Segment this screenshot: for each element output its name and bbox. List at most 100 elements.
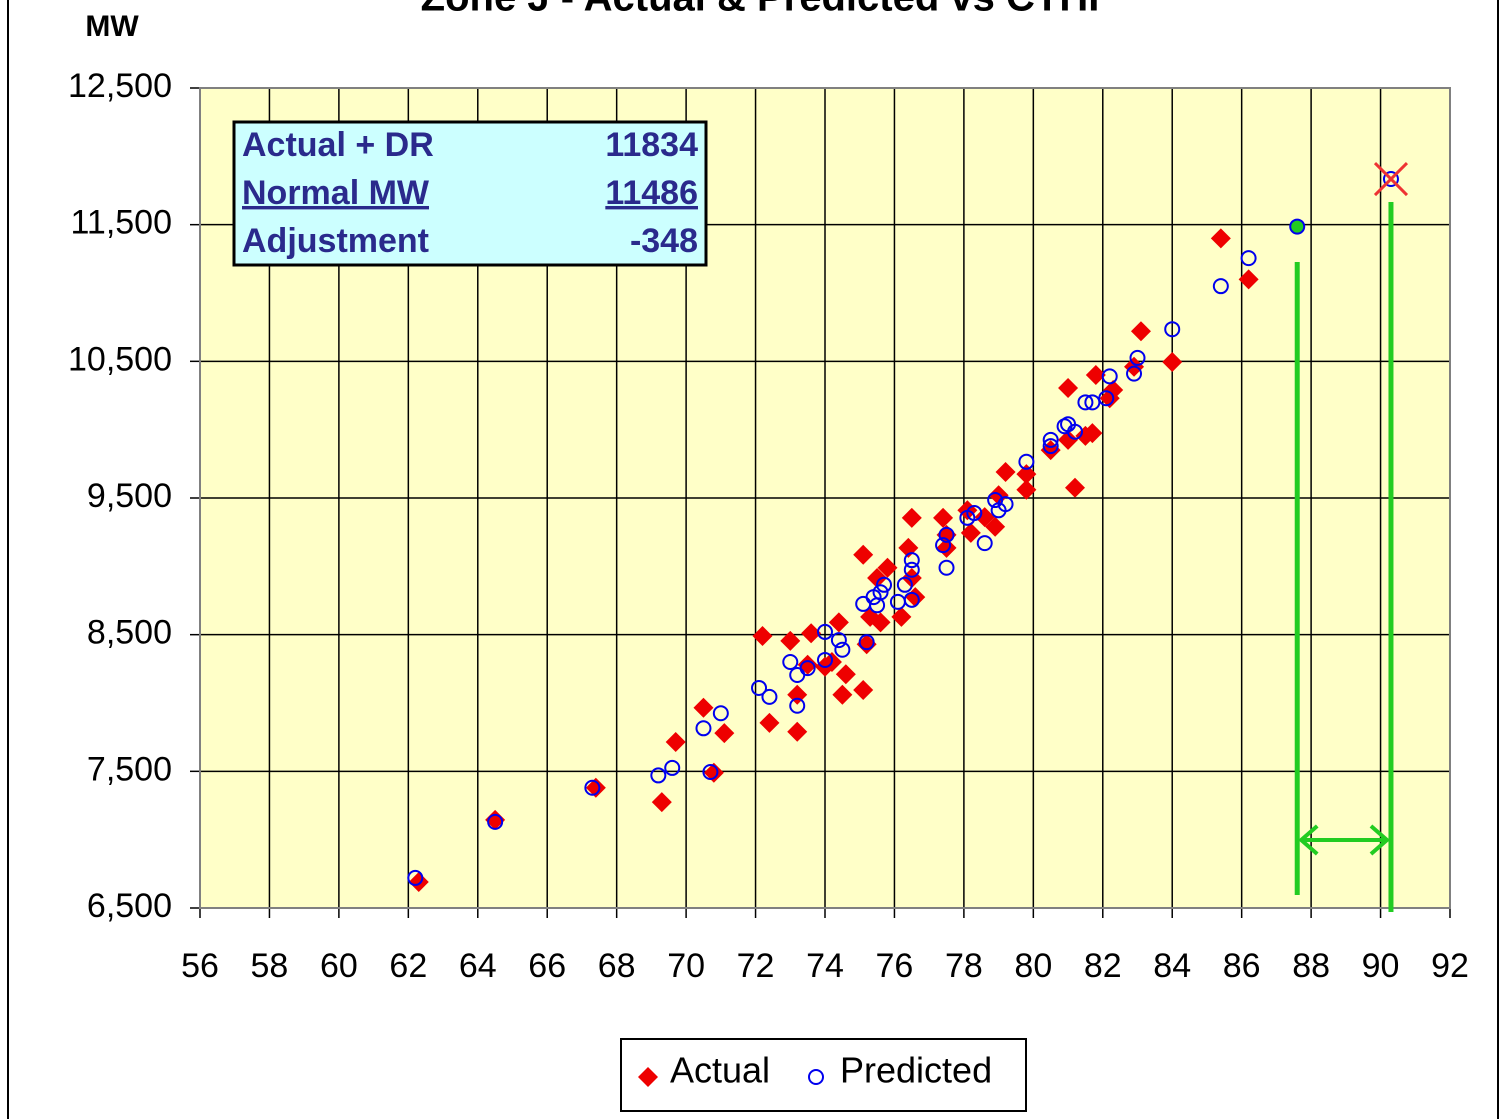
actual-point <box>985 516 1006 537</box>
predicted-point <box>817 623 833 640</box>
actual-point <box>780 630 801 651</box>
actual-point <box>801 623 822 644</box>
actual-point <box>1162 352 1183 373</box>
x-tick-label: 78 <box>945 947 983 985</box>
predicted-point <box>789 697 806 714</box>
predicted-point <box>830 632 847 649</box>
info-value: 11834 <box>605 126 698 164</box>
actual-point <box>870 612 891 633</box>
x-tick-label: 72 <box>737 947 775 985</box>
x-tick-label: 74 <box>806 947 844 985</box>
predicted-point <box>650 767 667 784</box>
predicted-point <box>1129 349 1146 366</box>
x-tick-label: 92 <box>1431 947 1469 985</box>
actual-point <box>693 697 714 718</box>
actual-point <box>832 684 853 705</box>
x-tick-label: 58 <box>251 947 289 985</box>
predicted-point <box>872 584 889 601</box>
actual-point <box>1082 423 1103 444</box>
y-tick-label: 7,500 <box>87 750 172 788</box>
arrow-head <box>1369 824 1391 856</box>
predicted-point <box>1164 321 1181 338</box>
predicted-point <box>938 526 955 543</box>
info-label: Normal MW <box>242 174 430 212</box>
plot-border <box>199 87 1451 909</box>
predicted-point <box>1126 365 1143 382</box>
predicted-point <box>938 559 955 576</box>
actual-point <box>1103 380 1124 401</box>
predicted-point <box>702 764 719 781</box>
actual-point <box>901 567 922 588</box>
x-tick-label: 60 <box>320 947 358 985</box>
chart-title: Zone J - Actual & Predicted vs CTHI <box>421 0 1100 20</box>
info-value: -348 <box>630 222 698 260</box>
info-value: 11486 <box>605 174 698 212</box>
actual-point <box>703 762 724 783</box>
y-axis-label: MW <box>85 10 139 43</box>
predicted-point <box>1067 423 1083 440</box>
actual-point <box>867 567 888 588</box>
predicted-point <box>664 759 681 776</box>
actual-point <box>891 606 912 627</box>
predicted-point <box>903 561 920 578</box>
x-tick-label: 80 <box>1014 947 1052 985</box>
predicted-point <box>1042 438 1059 455</box>
actual-point <box>485 809 506 830</box>
predicted-point <box>903 552 920 569</box>
y-tick-label: 8,500 <box>87 614 172 652</box>
predicted-point <box>487 813 504 830</box>
predicted-point <box>858 634 875 651</box>
predicted-point <box>751 679 768 696</box>
x-tick-label: 68 <box>598 947 636 985</box>
predicted-point <box>584 779 601 796</box>
actual-point <box>856 634 877 655</box>
actual-point <box>1130 321 1151 342</box>
predicted-point <box>817 651 833 668</box>
predicted-point <box>896 576 913 593</box>
info-label: Actual + DR <box>242 126 434 164</box>
predicted-point <box>1042 431 1059 448</box>
predicted-point <box>1101 368 1118 385</box>
actual-point <box>1238 269 1259 290</box>
x-tick-label: 88 <box>1292 947 1330 985</box>
predicted-point <box>1098 390 1115 407</box>
x-tick-label: 84 <box>1153 947 1191 985</box>
actual-point <box>901 507 922 528</box>
x-tick-label: 82 <box>1084 947 1122 985</box>
predicted-point <box>876 576 893 593</box>
predicted-point <box>1240 250 1257 267</box>
actual-point <box>933 507 954 528</box>
actual-point <box>752 626 773 647</box>
actual-point <box>1016 479 1037 500</box>
actual-point <box>835 664 856 685</box>
actual-point <box>828 612 849 633</box>
legend-label: Actual <box>670 1050 770 1091</box>
actual-point <box>638 1067 658 1087</box>
actual-point <box>877 557 898 578</box>
actual-point <box>1210 228 1231 249</box>
predicted-point <box>997 496 1014 513</box>
arrow-head <box>1298 824 1319 856</box>
predicted-point <box>407 869 424 886</box>
actual-point <box>853 680 874 701</box>
x-tick-label: 70 <box>667 947 705 985</box>
x-tick-label: 56 <box>181 947 219 985</box>
predicted-point <box>808 1069 824 1085</box>
x-tick-label: 90 <box>1362 947 1400 985</box>
actual-point <box>585 777 606 798</box>
predicted-point <box>695 720 712 737</box>
x-tick-label: 62 <box>389 947 427 985</box>
y-tick-label: 11,500 <box>71 204 172 242</box>
actual-point <box>988 485 1009 506</box>
predicted-point <box>966 505 983 522</box>
predicted-point <box>1212 278 1229 295</box>
predicted-point <box>712 705 729 722</box>
x-tick-label: 86 <box>1223 947 1261 985</box>
info-box <box>232 120 708 267</box>
info-label: Adjustment <box>242 222 429 260</box>
predicted-point <box>976 535 993 552</box>
actual-point <box>665 731 686 752</box>
legend-label: Predicted <box>840 1050 992 1091</box>
